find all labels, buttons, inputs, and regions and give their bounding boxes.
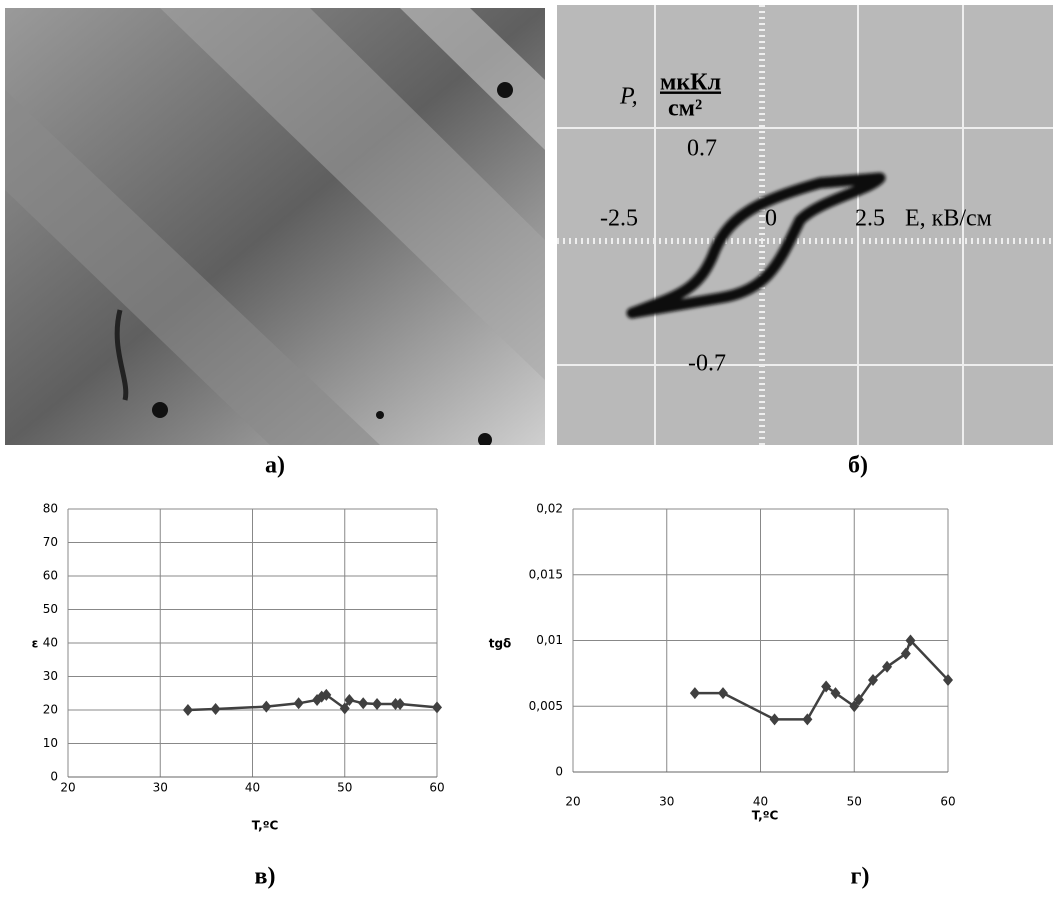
y-tick-label: 10 xyxy=(43,736,58,750)
tick-label: -0.7 xyxy=(688,351,726,377)
x-tick-label: 50 xyxy=(337,781,352,795)
data-point xyxy=(882,660,893,673)
micrograph xyxy=(5,8,545,445)
axis-symbol: P, xyxy=(619,84,638,110)
data-point xyxy=(900,647,911,660)
data-point xyxy=(802,713,813,726)
axis-unit: мкКл xyxy=(660,70,721,96)
tick-label: 0.7 xyxy=(687,136,717,162)
data-point xyxy=(853,693,864,706)
data-point xyxy=(905,634,916,647)
data-point xyxy=(344,693,355,706)
data-line xyxy=(694,638,949,721)
y-axis-label: tgδ xyxy=(489,637,512,651)
y-tick-label: 0,005 xyxy=(529,699,563,713)
data-point xyxy=(689,687,700,700)
y-tick-label: 0 xyxy=(555,765,563,779)
y-tick-label: 70 xyxy=(43,535,58,549)
data-point xyxy=(432,701,442,714)
tick-label: 2.5 xyxy=(855,206,885,232)
y-tick-label: 0,015 xyxy=(529,567,563,581)
axis-label: E, кВ/см xyxy=(905,206,992,232)
data-point xyxy=(830,687,841,700)
data-point xyxy=(261,700,272,713)
y-tick-label: 30 xyxy=(43,669,58,683)
data-point xyxy=(821,680,832,693)
y-axis-label: ε xyxy=(32,637,39,651)
panel-label: а) xyxy=(265,453,285,479)
tick-label: -2.5 xyxy=(600,206,638,232)
panel-label: б) xyxy=(848,453,868,479)
data-point xyxy=(372,697,383,710)
y-tick-label: 0,01 xyxy=(536,633,563,647)
x-tick-label: 40 xyxy=(245,781,260,795)
y-tick-label: 40 xyxy=(43,636,58,650)
data-point xyxy=(769,713,780,726)
y-tick-label: 0,02 xyxy=(536,502,563,516)
y-tick-label: 50 xyxy=(43,602,58,616)
x-tick-label: 30 xyxy=(659,795,674,809)
x-tick-label: 60 xyxy=(429,781,444,795)
y-tick-label: 0 xyxy=(50,770,58,784)
tick-label: 0 xyxy=(765,206,777,232)
data-point xyxy=(321,688,332,701)
data-point xyxy=(868,673,878,686)
data-point xyxy=(943,673,953,686)
panel-label: в) xyxy=(255,864,276,890)
data-point xyxy=(849,700,860,713)
x-tick-label: 20 xyxy=(60,781,75,795)
axis-unit: см² xyxy=(668,96,702,122)
y-tick-label: 60 xyxy=(43,569,58,583)
data-point xyxy=(182,704,193,716)
data-point xyxy=(718,687,728,700)
y-tick-label: 20 xyxy=(43,703,58,717)
data-point xyxy=(395,697,406,710)
y-tick-label: 80 xyxy=(43,502,58,516)
x-tick-label: 20 xyxy=(565,795,580,809)
x-tick-label: 50 xyxy=(847,795,862,809)
data-point xyxy=(293,697,304,710)
x-tick-label: 40 xyxy=(753,795,768,809)
x-axis-label: T,ºC xyxy=(252,819,279,833)
x-tick-label: 60 xyxy=(940,795,955,809)
data-point xyxy=(339,702,350,715)
data-point xyxy=(358,697,369,710)
oscillogram xyxy=(557,5,1053,445)
data-point xyxy=(210,702,221,715)
x-axis-label: T,ºC xyxy=(752,809,779,823)
panel-label: г) xyxy=(851,864,870,890)
x-tick-label: 30 xyxy=(153,781,168,795)
